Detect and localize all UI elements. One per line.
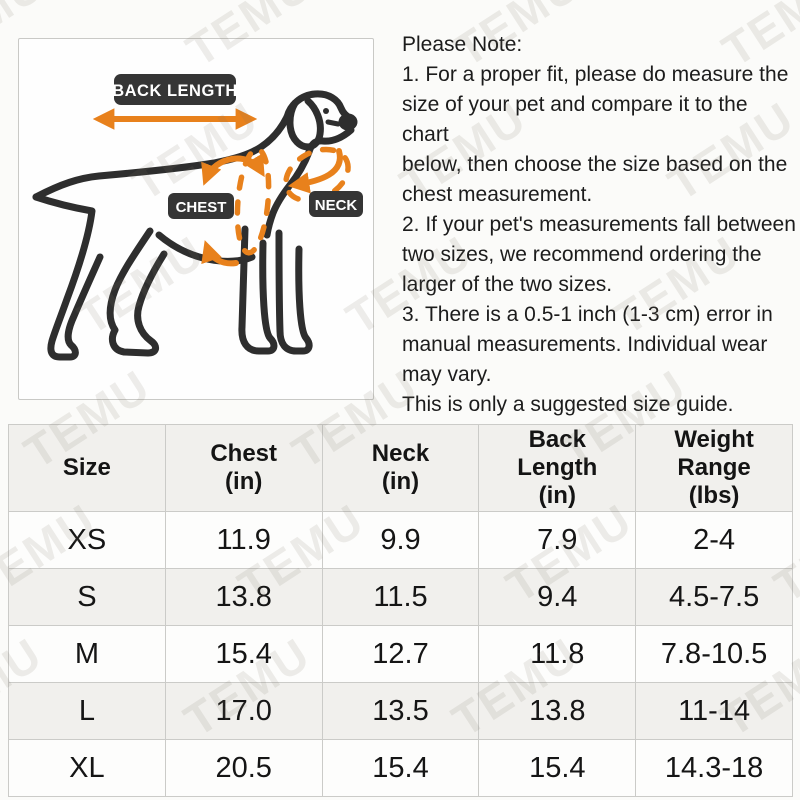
cell-chest: 11.9 xyxy=(164,511,323,569)
dog-measurement-illustration: BACK LENGTH CHEST NECK xyxy=(32,74,363,361)
table-row-l: L 17.0 13.5 13.8 11-14 xyxy=(8,682,793,740)
dog-face-details xyxy=(323,108,358,131)
cell-neck: 13.5 xyxy=(321,682,480,740)
cell-back-length: 13.8 xyxy=(478,682,637,740)
cell-back-length: 15.4 xyxy=(478,739,637,797)
cell-weight-range: 7.8-10.5 xyxy=(635,625,793,683)
header-row: Size Chest (in) Neck (in) Back Length (i… xyxy=(8,424,793,512)
table-row-s: S 13.8 11.5 9.4 4.5-7.5 xyxy=(8,568,793,626)
cell-weight-range: 11-14 xyxy=(635,682,793,740)
chest-girth-arrow-top xyxy=(201,153,265,186)
col-header-weight-range: Weight Range (lbs) xyxy=(635,424,793,512)
cell-size: M xyxy=(8,625,166,683)
cell-chest: 17.0 xyxy=(164,682,323,740)
back-length-label-text: BACK LENGTH xyxy=(112,82,238,100)
size-chart-table: Size Chest (in) Neck (in) Back Length (i… xyxy=(8,424,793,797)
col-header-neck: Neck (in) xyxy=(321,424,480,512)
neck-girth-arrow xyxy=(287,148,343,194)
dog-eye xyxy=(323,108,329,114)
chest-girth-arrow-bottom xyxy=(201,240,239,267)
measurement-arrows xyxy=(92,108,351,267)
dog-outline xyxy=(32,90,355,361)
table-row-xl: XL 20.5 15.4 15.4 14.3-18 xyxy=(8,739,793,797)
notes-panel: Please Note: 1. For a proper fit, please… xyxy=(402,30,798,420)
note-item-3: 3. There is a 0.5-1 inch (1-3 cm) error … xyxy=(402,303,773,386)
col-header-chest: Chest (in) xyxy=(164,424,323,512)
cell-chest: 15.4 xyxy=(164,625,323,683)
col-header-back-length: Back Length (in) xyxy=(478,424,637,512)
neck-girth-dashed xyxy=(283,146,351,204)
measurement-diagram: BACK LENGTH CHEST NECK xyxy=(18,38,374,400)
cell-neck: 12.7 xyxy=(321,625,480,683)
cell-back-length: 11.8 xyxy=(478,625,637,683)
diagram-labels: BACK LENGTH CHEST NECK xyxy=(112,74,363,219)
note-item-4: This is only a suggested size guide. xyxy=(402,393,734,416)
cell-neck: 15.4 xyxy=(321,739,480,797)
cell-size: L xyxy=(8,682,166,740)
notes-title: Please Note: xyxy=(402,33,523,56)
cell-chest: 13.8 xyxy=(164,568,323,626)
table-row-m: M 15.4 12.7 11.8 7.8-10.5 xyxy=(8,625,793,683)
cell-back-length: 7.9 xyxy=(478,511,637,569)
dog-nose xyxy=(338,113,358,131)
chest-label-text: CHEST xyxy=(176,199,227,216)
neck-label-text: NECK xyxy=(315,197,358,214)
col-header-size: Size xyxy=(8,424,166,512)
neck-label: NECK xyxy=(309,191,363,217)
cell-weight-range: 2-4 xyxy=(635,511,793,569)
chest-label: CHEST xyxy=(168,193,234,219)
cell-neck: 11.5 xyxy=(321,568,480,626)
note-item-1: 1. For a proper fit, please do measure t… xyxy=(402,63,789,206)
cell-neck: 9.9 xyxy=(321,511,480,569)
cell-chest: 20.5 xyxy=(164,739,323,797)
cell-weight-range: 4.5-7.5 xyxy=(635,568,793,626)
chest-girth-dashed xyxy=(234,146,272,256)
cell-size: XS xyxy=(8,511,166,569)
cell-size: S xyxy=(8,568,166,626)
note-item-2: 2. If your pet's measurements fall betwe… xyxy=(402,213,796,296)
table-row-xs: XS 11.9 9.9 7.9 2-4 xyxy=(8,511,793,569)
cell-back-length: 9.4 xyxy=(478,568,637,626)
cell-weight-range: 14.3-18 xyxy=(635,739,793,797)
back-length-label: BACK LENGTH xyxy=(112,74,238,105)
cell-size: XL xyxy=(8,739,166,797)
